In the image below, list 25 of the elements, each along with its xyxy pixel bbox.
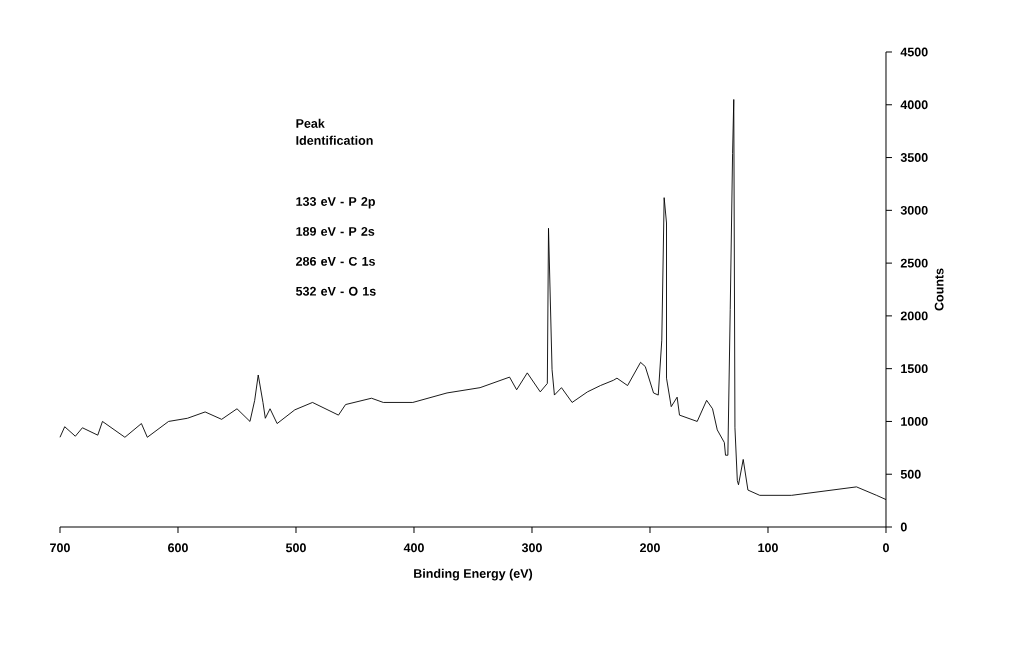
x-tick-label: 100 <box>758 543 778 553</box>
x-tick-label: 400 <box>403 543 424 553</box>
x-tick-label: 200 <box>640 543 660 553</box>
y-tick-label: 4500 <box>900 47 928 57</box>
y-tick-label: 500 <box>900 469 921 479</box>
annotation: Peak Identification <box>296 118 373 145</box>
annotation: 286 eV - C 1s <box>296 256 375 266</box>
x-tick-label: 500 <box>285 543 306 553</box>
x-axis-title: Binding Energy (eV) <box>414 568 533 581</box>
x-tick-label: 700 <box>50 543 70 553</box>
y-axis-title: Counts <box>934 268 944 311</box>
x-tick-label: 0 <box>883 543 889 553</box>
y-tick-label: 1500 <box>901 364 928 374</box>
y-tick-label: 0 <box>900 522 907 532</box>
annotation: 189 eV - P 2s <box>296 226 375 236</box>
y-tick-label: 2000 <box>900 311 928 321</box>
y-tick-label: 4000 <box>900 100 928 110</box>
x-tick-label: 600 <box>168 543 188 553</box>
y-tick-label: 3500 <box>900 153 928 162</box>
y-tick-label: 2500 <box>900 258 928 268</box>
y-tick-label: 1000 <box>901 417 928 426</box>
annotation: 532 eV - O 1s <box>295 286 376 296</box>
y-tick-label: 3000 <box>900 205 928 215</box>
x-tick-label: 300 <box>521 543 542 553</box>
annotation: 133 eV - P 2p <box>296 197 375 209</box>
